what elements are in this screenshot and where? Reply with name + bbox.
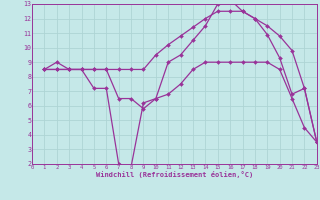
X-axis label: Windchill (Refroidissement éolien,°C): Windchill (Refroidissement éolien,°C) — [96, 171, 253, 178]
